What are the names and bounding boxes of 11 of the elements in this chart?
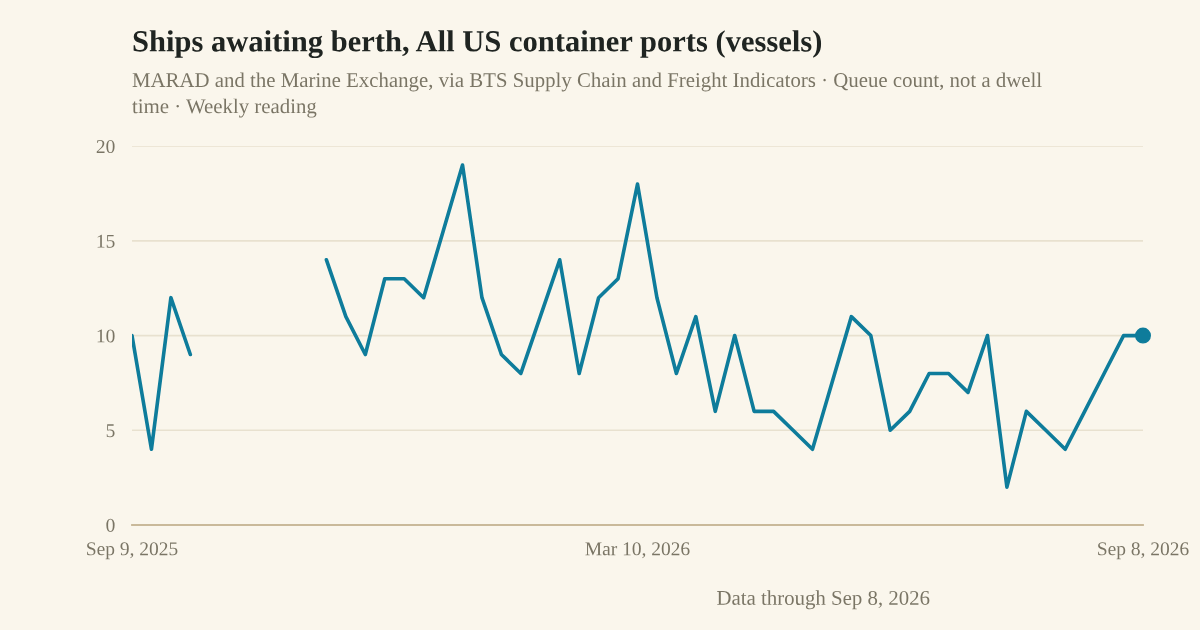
x-tick-label: Sep 8, 2026 <box>1098 542 1189 560</box>
chart-title: Ships awaiting berth, All US container ports (vessels) <box>133 30 822 59</box>
y-tick-label: 15 <box>97 234 115 248</box>
y-tick-label: 10 <box>97 329 115 343</box>
chart-subtitle: MARAD and the Marine Exchange, via BTS Supply Chain and Freight Indicators · Queue count, not a dwell time · Weekly reading <box>132 72 1042 118</box>
y-tick-label: 5 <box>106 424 115 438</box>
text: Data through Sep 8, 2026 <box>717 590 930 610</box>
y-tick-label: 20 <box>96 139 115 154</box>
y-tick-label: 0 <box>106 518 115 532</box>
x-tick-label: Mar 10, 2026 <box>585 542 690 559</box>
x-tick-label: Sep 9, 2025 <box>87 542 178 560</box>
